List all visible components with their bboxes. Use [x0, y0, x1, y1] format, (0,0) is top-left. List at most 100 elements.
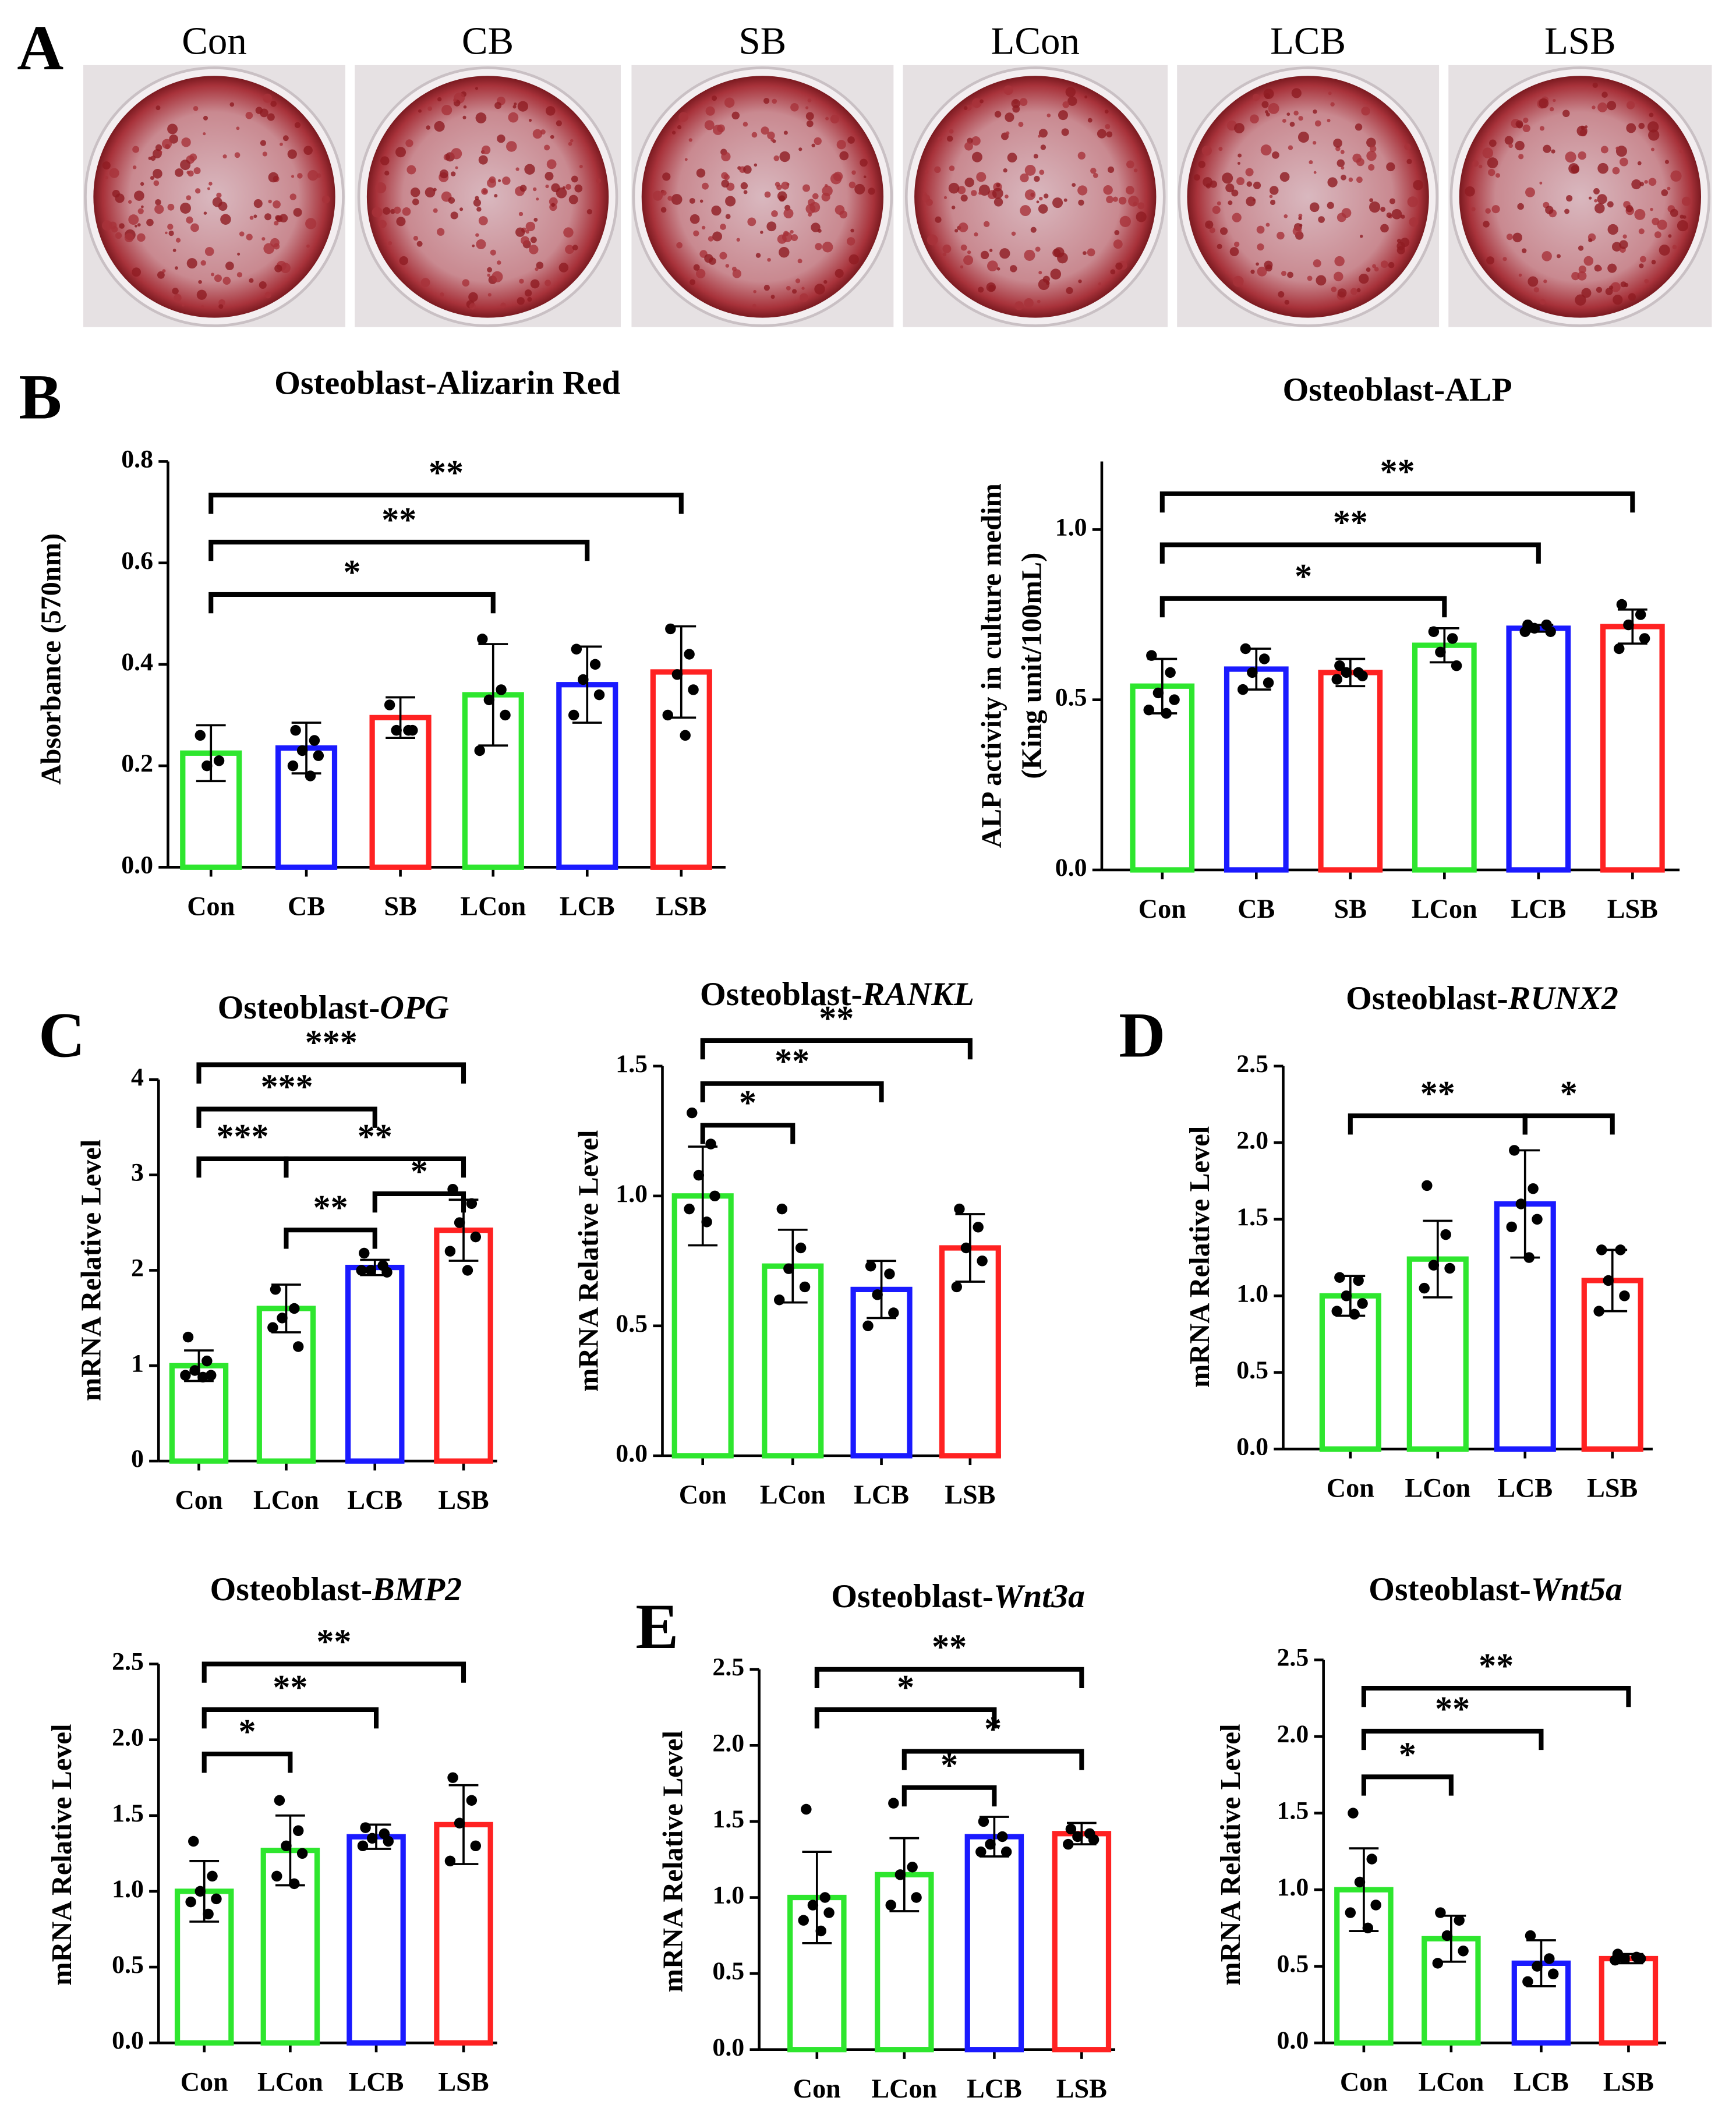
stain-spot [1333, 139, 1342, 148]
data-point [1247, 667, 1258, 678]
stain-spot [1256, 262, 1259, 266]
stain-spot [711, 96, 717, 101]
x-tick-label: CB [288, 891, 325, 921]
stain-spot [498, 179, 501, 182]
y-tick-label: 2.5 [1277, 1644, 1309, 1672]
stain-spot [263, 93, 273, 103]
stain-spot [1106, 196, 1113, 203]
stain-spot [1268, 102, 1279, 114]
stain-spot [1020, 173, 1029, 183]
stain-spot [1229, 247, 1239, 256]
x-tick-label: LCon [871, 2074, 937, 2103]
data-point [671, 669, 683, 680]
stain-spot [1628, 293, 1636, 301]
data-point [996, 1831, 1008, 1842]
stain-spot [289, 193, 296, 200]
data-point [1422, 1180, 1433, 1191]
stain-spot [1228, 200, 1233, 206]
data-point [383, 1835, 394, 1847]
stain-spot [976, 172, 987, 182]
stain-spot [1005, 131, 1010, 136]
stain-spot [1003, 168, 1007, 173]
significance-label: * [984, 1710, 1002, 1748]
data-point [292, 1341, 304, 1352]
stain-spot [980, 250, 989, 260]
stain-spot [1014, 301, 1024, 310]
data-point [447, 1772, 458, 1783]
stain-spot [1087, 118, 1092, 123]
stain-spot [1380, 224, 1389, 233]
well [93, 76, 335, 318]
stain-spot [1533, 287, 1539, 293]
y-tick-label: 2.0 [112, 1724, 144, 1752]
stain-spot [487, 293, 492, 297]
stain-spot [825, 116, 829, 121]
stain-spot [475, 233, 479, 237]
stain-spot [1366, 150, 1377, 161]
significance-label: ** [1333, 503, 1368, 542]
data-point [211, 1893, 222, 1905]
stain-spot [259, 281, 267, 289]
stain-spot [1288, 145, 1293, 150]
data-point [1440, 1229, 1451, 1240]
x-tick-label: LCB [1514, 2067, 1569, 2096]
stain-spot [1577, 271, 1587, 281]
significance-bracket [284, 1228, 377, 1249]
data-point [1614, 643, 1625, 655]
chart-title-gene: RANKL [862, 976, 974, 1013]
y-tick-label: 0.4 [121, 648, 153, 676]
stain-spot [562, 186, 565, 189]
stain-spot [1366, 267, 1371, 272]
stain-spot [966, 105, 972, 111]
significance-label: * [1295, 557, 1312, 595]
stain-spot [1583, 256, 1594, 266]
stain-spot [1039, 196, 1043, 201]
stain-spot [805, 106, 809, 109]
stain-spot [586, 209, 592, 215]
data-point [1065, 1823, 1077, 1835]
stain-spot [1193, 174, 1200, 181]
data-point [1331, 1306, 1342, 1317]
stain-spot [1482, 147, 1493, 158]
chart-title: Osteoblast-BMP2 [210, 1571, 462, 1608]
stain-spot [186, 171, 190, 175]
stain-spot [1038, 135, 1041, 138]
stain-spot [134, 190, 144, 201]
stain-spot [1289, 122, 1295, 127]
stain-spot [517, 297, 525, 305]
stain-spot [1337, 288, 1347, 298]
stain-spot [1278, 291, 1285, 298]
stain-spot [684, 158, 688, 161]
data-point [384, 699, 395, 710]
stain-spot [546, 159, 557, 169]
stain-spot [1105, 123, 1111, 129]
data-point [289, 1303, 300, 1314]
stain-spot [987, 260, 998, 271]
significance-label: ** [1420, 1074, 1455, 1113]
stain-spot [134, 224, 137, 228]
stain-spot [1219, 227, 1228, 235]
data-point [1593, 1306, 1604, 1317]
x-tick-label: LSB [1056, 2074, 1107, 2103]
data-point [1515, 1198, 1527, 1209]
stain-spot [234, 152, 241, 158]
stain-spot [394, 206, 401, 214]
data-point [960, 1242, 972, 1254]
stain-spot [375, 182, 387, 193]
stain-spot [268, 172, 279, 183]
stain-spot [1072, 183, 1076, 188]
stain-spot [468, 292, 478, 302]
stain-spot [1380, 207, 1386, 212]
data-point [684, 649, 695, 660]
x-tick-label: CB [1238, 894, 1275, 924]
data-point [296, 1848, 308, 1859]
stain-spot [825, 184, 828, 188]
data-point [454, 1817, 465, 1829]
stain-spot [1136, 211, 1147, 222]
significance-label: * [411, 1152, 428, 1190]
stain-spot [571, 175, 578, 183]
data-point [1441, 1930, 1453, 1941]
data-point [865, 1261, 876, 1272]
stain-spot [1478, 164, 1483, 169]
stain-spot [1270, 199, 1276, 206]
